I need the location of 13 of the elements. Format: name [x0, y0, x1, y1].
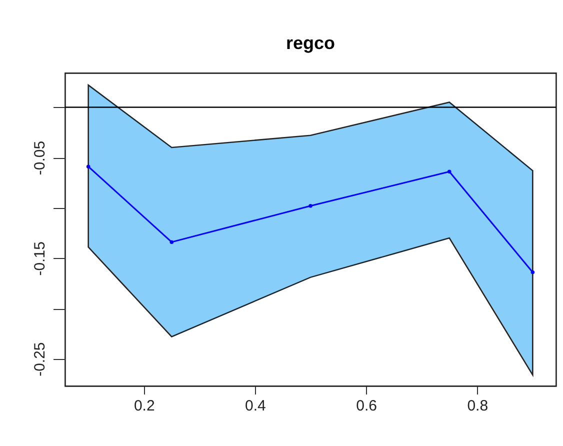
- y-tick-label: -0.15: [32, 242, 48, 276]
- x-tick-label: 0.4: [245, 398, 266, 414]
- x-tick-label: 0.6: [356, 398, 377, 414]
- x-tick-label: 0.2: [134, 398, 155, 414]
- point: [308, 204, 312, 208]
- point: [447, 170, 452, 174]
- x-tick-label: 0.8: [467, 398, 488, 414]
- y-tick-label: -0.25: [32, 342, 48, 376]
- y-tick-label: -0.05: [32, 140, 48, 176]
- point: [170, 240, 174, 244]
- point: [86, 164, 90, 168]
- chart-title: regco: [286, 33, 336, 53]
- point: [530, 270, 535, 274]
